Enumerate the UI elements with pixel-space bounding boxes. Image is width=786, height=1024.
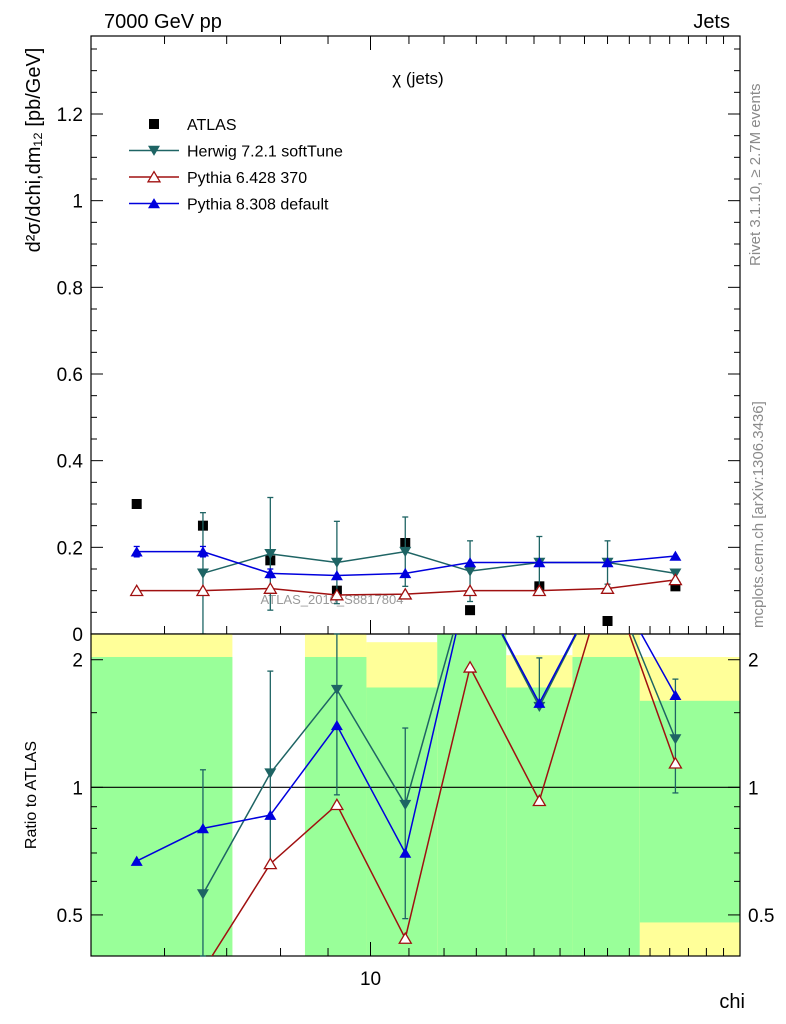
main-point — [600, 581, 615, 594]
legend-marker — [148, 145, 160, 156]
legend-label: Pythia 6.428 370 — [187, 170, 307, 187]
ratio-series-2 — [130, 634, 682, 866]
main-point — [330, 557, 343, 568]
header-left: 7000 GeV pp — [104, 11, 222, 33]
main-point — [602, 616, 613, 626]
ratio-x-ticks: 10 — [90, 36, 741, 990]
ratio-y-tick-label: 0.5 — [57, 906, 83, 927]
ratio-y-label: Ratio to ATLAS — [23, 741, 40, 849]
ratio-band-green — [639, 700, 740, 923]
ratio-y-tick-label-right: 2 — [748, 651, 759, 672]
main-series — [129, 496, 683, 635]
ratio-point — [330, 684, 343, 696]
ratio-point — [264, 768, 277, 779]
ratio-series-1 — [211, 634, 683, 956]
main-point — [601, 557, 614, 568]
ratio-series-line — [211, 634, 677, 956]
main-y-tick-label: 0.2 — [57, 538, 83, 559]
legend-label: Herwig 7.2.1 softTune — [187, 144, 343, 161]
ratio-point — [398, 931, 413, 944]
main-point — [669, 550, 682, 561]
ratio-series — [130, 633, 683, 957]
main-y-ticks: 0 0.2 0.4 0.6 0.8 1 1.2 — [57, 48, 740, 646]
main-panel: χ (jets) ATLAS_2010_S8817804 00.20.40.60… — [23, 35, 741, 646]
ratio-point — [196, 823, 209, 834]
ratio-point — [196, 889, 209, 900]
main-point — [196, 568, 209, 579]
ratio-point — [329, 798, 345, 811]
main-y-tick-label: 0.6 — [57, 365, 83, 386]
ratio-point — [669, 689, 682, 700]
ratio-point — [668, 756, 683, 769]
main-series-2 — [129, 573, 683, 601]
legend: ATLAS Herwig 7.2.1 softTune Pythia 6.428 3… — [129, 117, 343, 214]
ratio-series-line — [202, 634, 677, 895]
main-point — [329, 588, 345, 601]
main-point — [398, 587, 413, 600]
legend-marker — [148, 198, 160, 209]
ratio-y-tick-label-right: 0.5 — [748, 906, 774, 927]
main-point — [264, 567, 277, 579]
ratio-panel: 0.5 0.51 12 2 Ratio to ATLAS 10 chi — [23, 36, 774, 1013]
ratio-point — [399, 799, 412, 811]
ratio-point — [264, 809, 277, 820]
main-y-label: d²σ/dchi,dm₁₂ [pb/GeV] — [23, 48, 45, 253]
main-point — [532, 583, 547, 597]
ratio-bands — [91, 634, 740, 956]
main-y-tick-label: 0.4 — [57, 452, 84, 473]
main-y-tick-label: 1 — [72, 192, 83, 213]
main-point — [264, 549, 277, 560]
main-point — [465, 605, 476, 616]
main-series-3 — [130, 545, 682, 581]
main-point — [195, 583, 211, 597]
main-point — [129, 583, 144, 597]
main-point — [533, 557, 546, 568]
ratio-y-tick-label-right: 1 — [748, 778, 759, 799]
rivet-label: Rivet 3.1.10, ≥ 2.7M events — [747, 84, 764, 267]
legend-marker — [146, 170, 162, 183]
main-point — [399, 567, 412, 579]
ratio-point — [532, 794, 547, 807]
main-y-tick-label: 0 — [72, 625, 83, 646]
main-point — [668, 573, 683, 586]
main-point — [464, 566, 477, 577]
ratio-point — [669, 734, 682, 745]
ratio-frame — [90, 633, 741, 957]
ratio-band-green — [91, 656, 233, 956]
main-point — [462, 583, 478, 597]
main-point — [670, 581, 681, 592]
ratio-point — [533, 697, 546, 708]
main-y-tick-label: 0.8 — [57, 278, 83, 299]
main-point — [399, 546, 412, 558]
main-point — [330, 570, 343, 581]
ratio-point — [462, 660, 478, 673]
ratio-y-ticks: 0.5 0.5 1 1 2 2 — [57, 651, 775, 927]
main-point — [464, 557, 477, 568]
ratio-y-tick-label: 1 — [72, 778, 83, 799]
main-title: χ (jets) — [392, 69, 443, 88]
legend-label: Pythia 8.308 default — [187, 197, 329, 214]
main-point — [130, 546, 143, 557]
x-tick-label: 10 — [360, 969, 381, 990]
ratio-band-green — [506, 687, 573, 956]
main-y-tick-label: 1.2 — [57, 105, 83, 126]
main-point — [131, 499, 142, 509]
header-right: Jets — [693, 11, 730, 33]
legend-label: ATLAS — [187, 117, 237, 134]
ratio-point — [399, 847, 412, 858]
legend-marker — [149, 119, 159, 129]
ratio-band-green — [572, 656, 640, 956]
ratio-point — [263, 857, 278, 870]
ratio-y-tick-label: 2 — [72, 651, 83, 672]
mcplots-label: mcplots.cern.ch [arXiv:1306.3436] — [750, 401, 767, 628]
ratio-band-green — [437, 634, 507, 956]
ratio-point — [330, 719, 343, 731]
main-point — [196, 546, 209, 557]
main-point — [263, 581, 278, 594]
x-axis-label: chi — [719, 991, 745, 1013]
ratio-point — [130, 855, 143, 866]
